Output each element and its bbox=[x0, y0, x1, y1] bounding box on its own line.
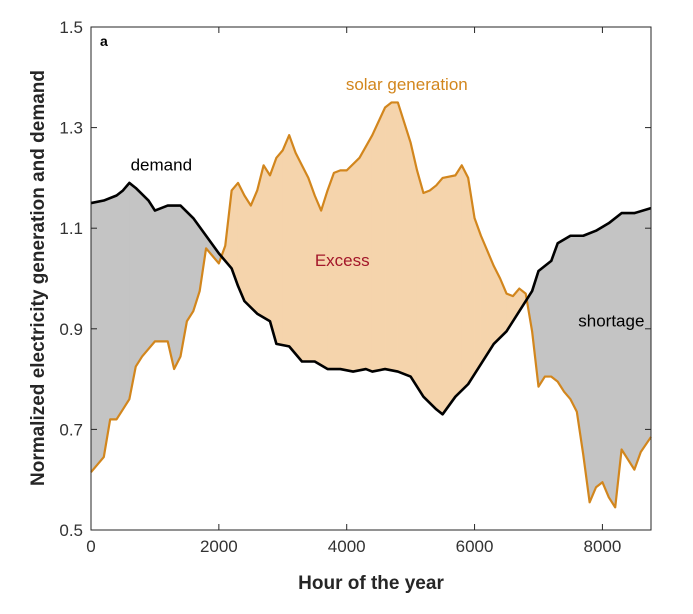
shortage-area bbox=[621, 212, 629, 461]
excess-area bbox=[480, 235, 488, 366]
shortage-area bbox=[154, 205, 169, 342]
excess-area bbox=[295, 152, 303, 363]
solar-generation-line bbox=[90, 101, 652, 509]
x-axis-title: Hour of the year bbox=[298, 573, 444, 594]
shortage-area bbox=[186, 211, 194, 323]
excess-area bbox=[397, 102, 405, 375]
excess-area bbox=[384, 101, 392, 371]
excess-area bbox=[403, 122, 411, 378]
excess-area bbox=[276, 149, 284, 346]
shortage-area bbox=[550, 243, 558, 383]
shortage-area bbox=[103, 197, 111, 458]
shortage-area bbox=[602, 222, 610, 498]
excess-area bbox=[391, 102, 399, 372]
y-tick-label: 0.5 bbox=[59, 521, 83, 540]
annotation-label: demand bbox=[131, 155, 192, 174]
excess-area bbox=[269, 157, 277, 344]
excess-area bbox=[461, 165, 469, 392]
shortage-area bbox=[122, 182, 130, 411]
shortage-area bbox=[109, 195, 117, 420]
annotation-label: solar generation bbox=[346, 75, 468, 94]
excess-area bbox=[320, 190, 328, 370]
shortage-area bbox=[627, 212, 635, 471]
shortage-area bbox=[135, 187, 143, 368]
x-tick-label: 8000 bbox=[584, 537, 622, 556]
excess-area bbox=[340, 170, 348, 371]
excess-area bbox=[301, 165, 309, 362]
y-tick-label: 1.1 bbox=[59, 219, 83, 238]
shortage-area bbox=[608, 217, 616, 509]
excess-area bbox=[435, 177, 443, 415]
shortage-area bbox=[634, 210, 642, 470]
excess-area bbox=[442, 175, 456, 416]
y-tick-label: 1.3 bbox=[59, 119, 83, 138]
shortage-area bbox=[116, 189, 124, 421]
excess-area bbox=[429, 184, 437, 410]
y-tick-label: 1.5 bbox=[59, 18, 83, 37]
excess-area bbox=[263, 164, 271, 322]
y-axis-title: Normalized electricity generation and de… bbox=[28, 70, 49, 486]
excess-area bbox=[314, 195, 322, 366]
excess-area bbox=[416, 170, 424, 398]
shortage-area bbox=[595, 226, 603, 488]
shortage-area bbox=[563, 235, 571, 401]
excess-area bbox=[371, 107, 386, 372]
shortage-area bbox=[173, 205, 181, 370]
annotation-label: shortage bbox=[578, 311, 644, 330]
excess-area bbox=[282, 135, 290, 347]
excess-area bbox=[244, 194, 252, 309]
tick-layer: 0 2000 4000 6000 8000 0.5 0.7 0.9 1.1 1.3 1.5 bbox=[59, 18, 651, 556]
excess-area bbox=[327, 172, 335, 370]
panel-label: a bbox=[100, 33, 108, 49]
excess-area bbox=[423, 190, 431, 404]
shortage-area bbox=[589, 230, 597, 503]
shortage-area bbox=[538, 265, 546, 388]
plot-frame bbox=[90, 26, 652, 531]
shortage-area bbox=[148, 199, 156, 350]
shortage-area bbox=[544, 260, 552, 377]
annotation-label: Excess bbox=[315, 251, 370, 270]
excess-area bbox=[250, 190, 258, 315]
excess-area bbox=[308, 177, 316, 362]
label-layer: solar generation demand Excess shortage bbox=[131, 75, 645, 330]
x-tick-label: 0 bbox=[86, 537, 95, 556]
demand-line bbox=[90, 181, 652, 416]
excess-area bbox=[237, 182, 245, 302]
x-tick-label: 4000 bbox=[328, 537, 366, 556]
excess-area bbox=[410, 142, 418, 388]
excess-area bbox=[288, 135, 296, 355]
excess-area bbox=[474, 218, 482, 376]
shortage-area bbox=[570, 235, 578, 412]
shortage-area bbox=[557, 238, 565, 393]
line-layer bbox=[90, 101, 652, 509]
x-tick-label: 2000 bbox=[200, 537, 238, 556]
x-tick-label: 6000 bbox=[456, 537, 494, 556]
shortage-area bbox=[141, 193, 149, 358]
y-tick-label: 0.9 bbox=[59, 320, 83, 339]
y-tick-label: 0.7 bbox=[59, 420, 83, 439]
excess-area bbox=[455, 164, 463, 398]
shortage-area bbox=[90, 200, 105, 473]
